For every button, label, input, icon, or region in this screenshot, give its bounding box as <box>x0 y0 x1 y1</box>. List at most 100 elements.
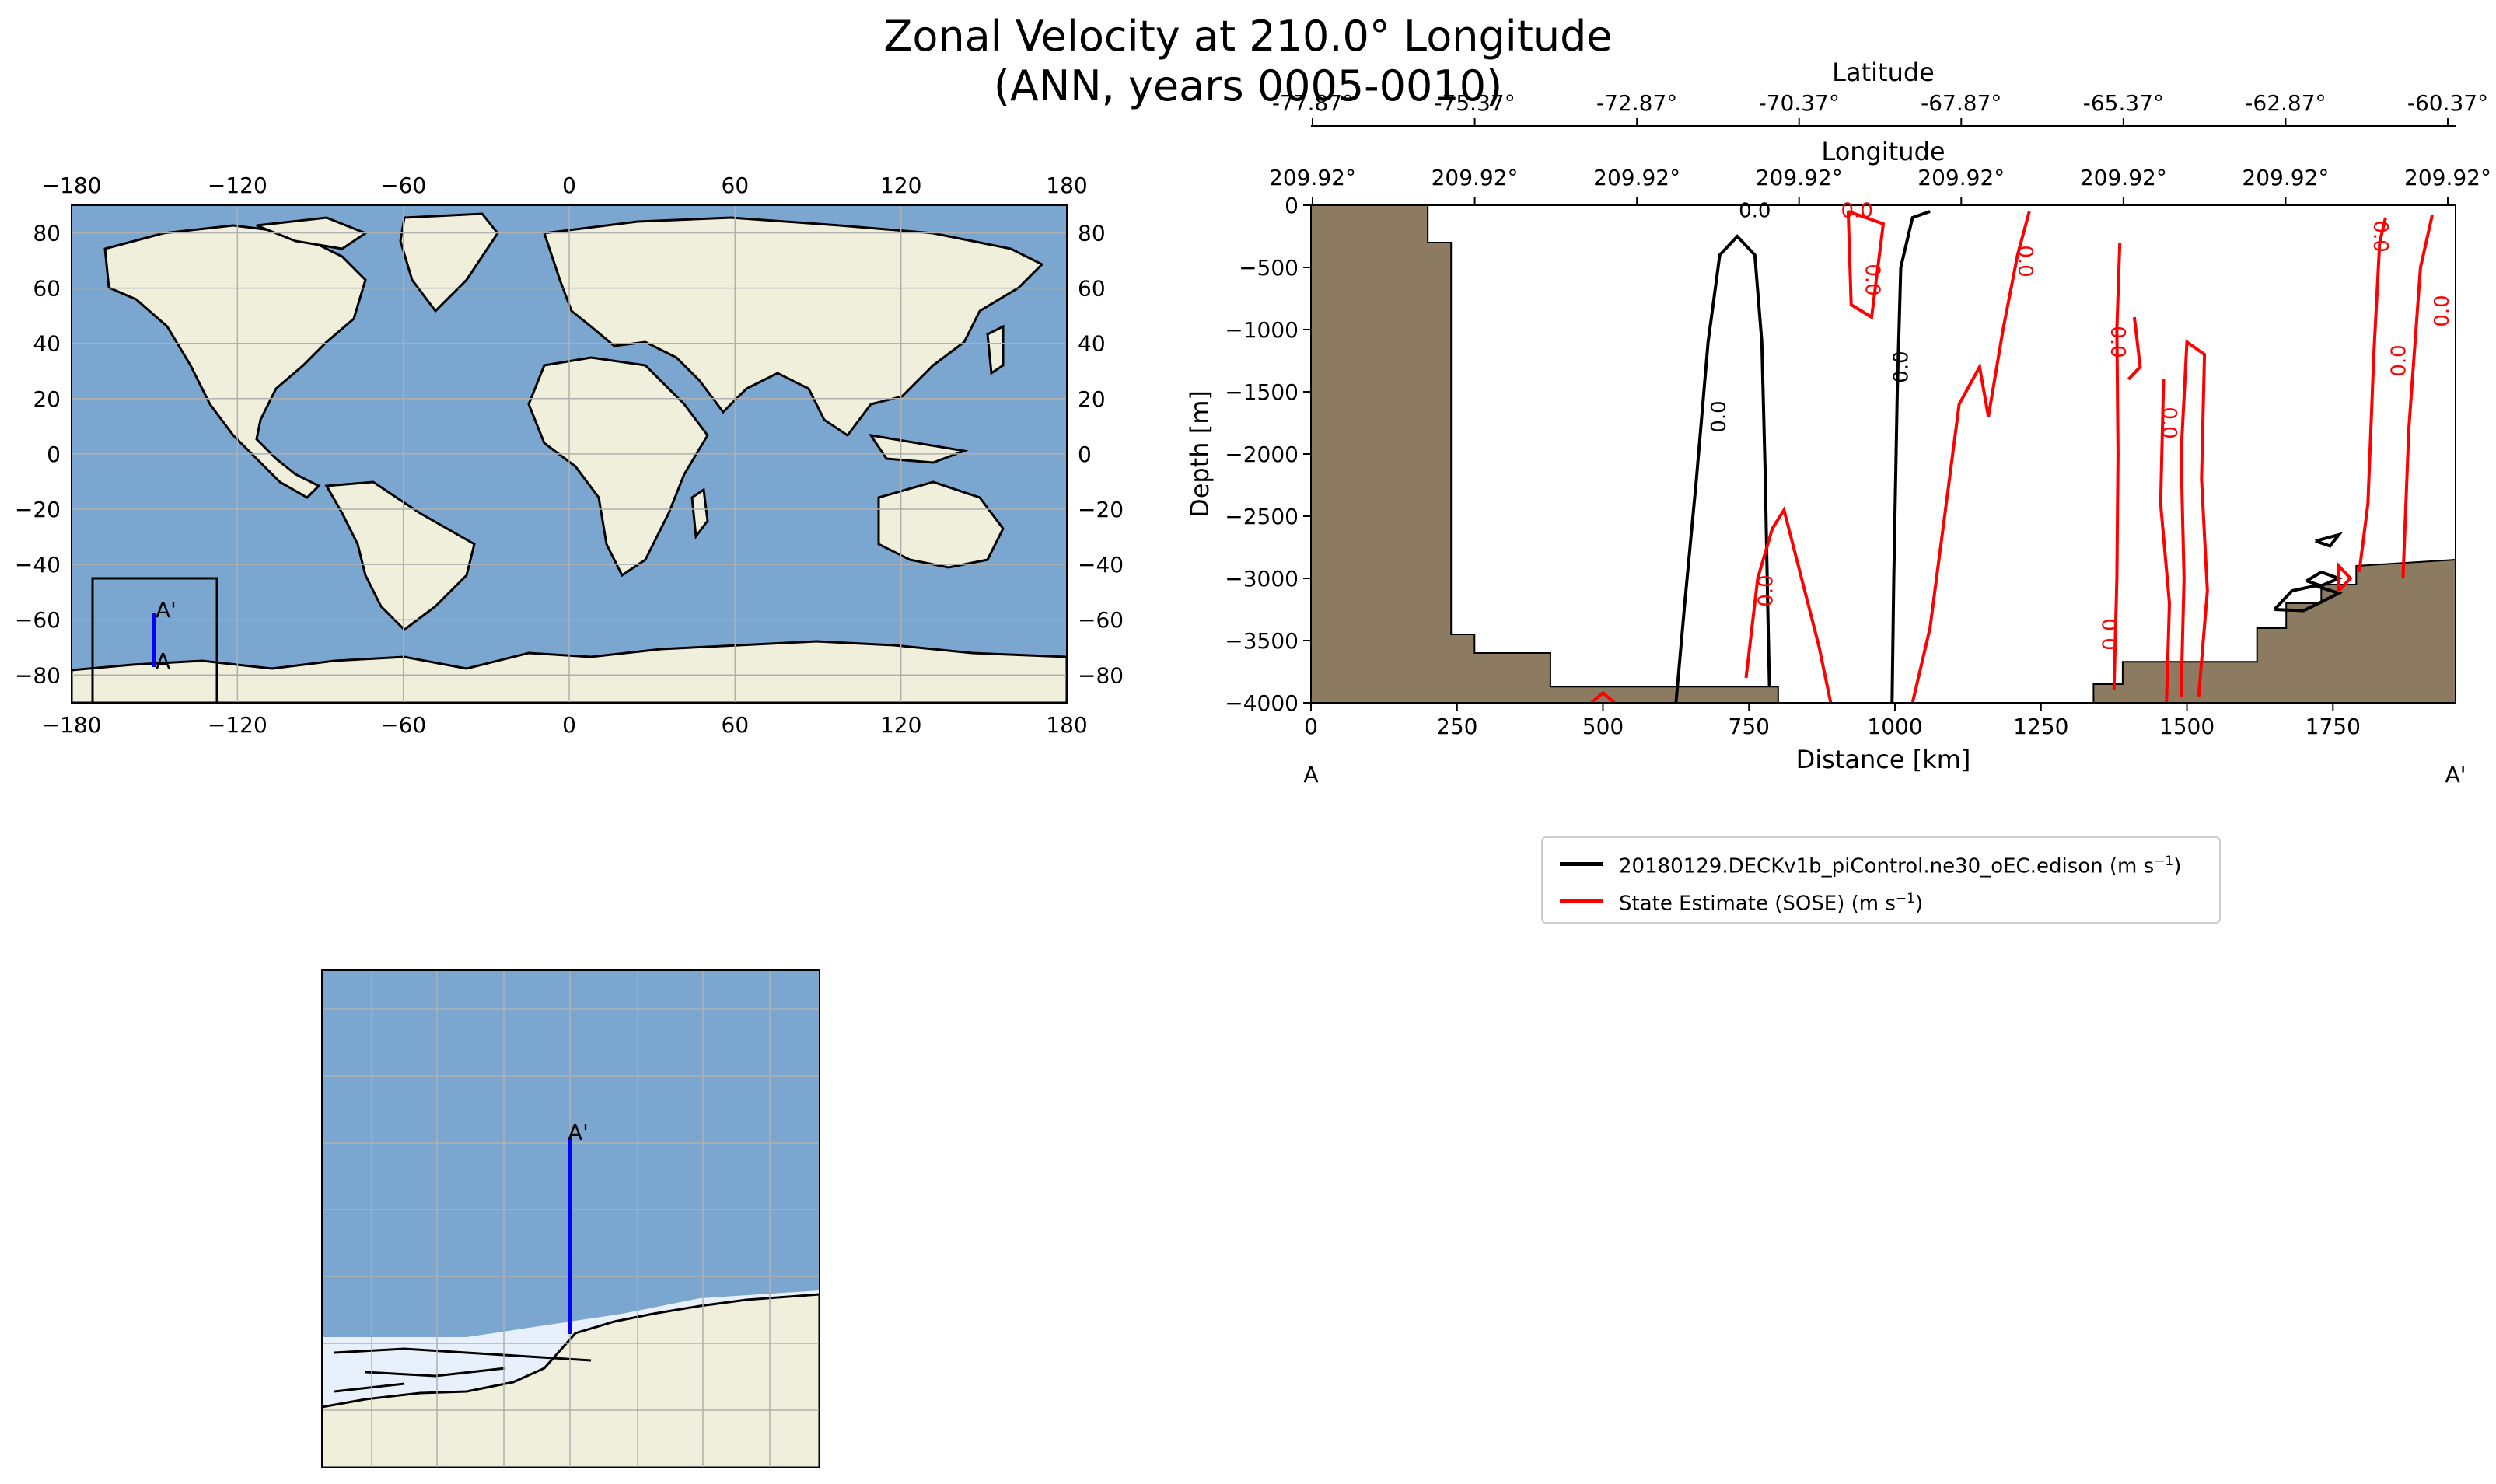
map-lon-tick-bottom: 180 <box>1046 712 1087 738</box>
contour-level-label: 0.0 <box>1860 264 1883 295</box>
map-lon-tick-bottom: 0 <box>562 712 576 738</box>
x-tick-label: 500 <box>1582 714 1624 739</box>
map-lat-tick-right: −80 <box>1078 662 1124 688</box>
lat-tick-label: -70.37° <box>1759 90 1840 116</box>
latitude-axis-label: Latitude <box>1832 58 1935 87</box>
sose-contour-line <box>2112 242 2122 691</box>
latitude-ticks: -77.87° -75.37° -72.87° -70.37° -67.87° -65.3… <box>1272 90 2488 126</box>
map-lat-tick-left: −20 <box>15 497 61 522</box>
lat-tick-label: -72.87° <box>1596 90 1677 116</box>
figure-subtitle: (ANN, years 0005-0010) <box>993 61 1503 110</box>
model-contour-line <box>2315 532 2344 548</box>
model-contour-line <box>2273 584 2344 613</box>
map-lat-tick-right: 20 <box>1078 386 1106 412</box>
map-lat-tick-right: −60 <box>1078 607 1124 633</box>
map-lat-tick-right: 0 <box>1078 442 1092 467</box>
section-ticks: 0 250 500 750 1000 1250 1500 1750 0 −500 −1000 −150… <box>1225 193 2361 739</box>
contour-level-label: 0.0 <box>2431 295 2454 326</box>
landmass-greenland <box>399 212 499 313</box>
contour-level-label: 0.0 <box>1739 200 1771 223</box>
sose-contour-line <box>1590 690 1616 703</box>
landmass-north-america <box>103 224 367 499</box>
map-lon-tick-top: 120 <box>880 173 921 198</box>
longitude-axis-label: Longitude <box>1821 137 1945 166</box>
sose-contour-line <box>2179 339 2209 697</box>
map-lat-tick-right: 60 <box>1078 276 1106 302</box>
landmass-africa <box>527 356 709 578</box>
inset-section-end-label: A' <box>568 1119 589 1145</box>
y-tick-label: −500 <box>1239 255 1299 281</box>
sose-contours <box>1590 210 2434 703</box>
x-tick-label: 1000 <box>1867 714 1922 739</box>
map-lat-tick-left: −40 <box>15 552 61 578</box>
legend-entry-sose: State Estimate (SOSE) (m s−1) <box>1560 883 1923 916</box>
sose-contour-line <box>1910 211 2031 703</box>
contour-level-label: 0.0 <box>1841 200 1873 223</box>
section-background <box>1311 205 2456 703</box>
map-lat-tick-left: 60 <box>33 276 61 302</box>
x-tick-label: 1500 <box>2159 714 2215 739</box>
map-lon-tick-top: 0 <box>562 173 576 198</box>
x-tick-label: 1750 <box>2305 714 2361 739</box>
map-lat-tick-left: −80 <box>15 662 61 688</box>
sose-contour-line <box>1744 505 1833 703</box>
inset-coastline-detail <box>334 1347 592 1393</box>
contour-level-label: 0.0 <box>2013 245 2036 277</box>
y-tick-label: −2000 <box>1225 442 1299 467</box>
contour-level-label: 0.0 <box>1708 400 1731 432</box>
legend-swatch-model <box>1560 861 1603 866</box>
map-lat-tick-left: 40 <box>33 331 61 357</box>
contour-level-label: 0.0 <box>1754 574 1778 606</box>
map-lat-tick-left: −60 <box>15 607 61 633</box>
lon-tick-label: 209.92° <box>1917 165 2005 190</box>
section-plot: 0 250 500 750 1000 1250 1500 1750 0 −500 −1000 −150… <box>1185 58 2491 787</box>
y-tick-label: −1500 <box>1225 379 1299 405</box>
inset-map: A' <box>321 969 820 1468</box>
contour-level-label: 0.0 <box>2157 407 2180 438</box>
lat-tick-label: -62.87° <box>2245 90 2326 116</box>
y-tick-label: −4000 <box>1225 690 1299 716</box>
x-tick-label: 250 <box>1436 714 1477 739</box>
contour-level-label: 0.0 <box>2099 618 2122 650</box>
lat-tick-label: -60.37° <box>2407 90 2488 116</box>
landmass-eurasia <box>542 216 1044 438</box>
x-axis-label: Distance [km] <box>1796 745 1971 774</box>
map-tick-labels: −180 −180 −120 −120 −60 −60 0 0 60 60 120 120 180 180… <box>15 173 1124 738</box>
lat-tick-label: -75.37° <box>1434 90 1515 116</box>
contour-level-label: 0.0 <box>1890 351 1914 382</box>
legend-label-model: 20180129.DECKv1b_piControl.ne30_oEC.edis… <box>1619 854 2182 878</box>
section-end-a: A' <box>2445 762 2466 787</box>
sose-contour-line <box>2127 316 2142 381</box>
lon-tick-label: 209.92° <box>1269 165 1356 190</box>
map-lon-tick-bottom: 60 <box>722 712 750 738</box>
inset-land <box>322 1293 820 1468</box>
section-end-label: A' <box>156 597 177 623</box>
landmass-australia <box>877 480 1005 569</box>
landmass-japan <box>986 324 1005 375</box>
map-lat-tick-right: 80 <box>1078 221 1106 246</box>
sose-contour-line <box>2337 561 2353 592</box>
figure-title: Zonal Velocity at 210.0° Longitude <box>883 12 1613 61</box>
y-tick-label: −2500 <box>1225 504 1299 529</box>
lat-tick-label: -67.87° <box>1921 90 2001 116</box>
contour-level-label: 0.0 <box>2368 220 2392 252</box>
map-lat-tick-right: 40 <box>1078 331 1106 357</box>
sose-contour-line <box>2358 217 2387 573</box>
map-lon-tick-top: 180 <box>1046 173 1087 198</box>
y-axis-label: Depth [m] <box>1185 390 1215 518</box>
map-lon-tick-bottom: −120 <box>208 712 267 738</box>
lon-tick-label: 209.92° <box>2404 165 2491 190</box>
lon-tick-label: 209.92° <box>1593 165 1680 190</box>
x-tick-label: 0 <box>1304 714 1318 739</box>
legend-label-sose: State Estimate (SOSE) (m s−1) <box>1619 891 1924 916</box>
map-lon-tick-bottom: −60 <box>380 712 426 738</box>
landmass-south-america <box>324 480 476 631</box>
lon-tick-label: 209.92° <box>2242 165 2329 190</box>
map-lat-tick-right: −20 <box>1078 497 1124 522</box>
landmass-madagascar <box>690 487 709 539</box>
map-lat-tick-right: −40 <box>1078 552 1124 578</box>
map-lon-tick-bottom: 120 <box>880 712 921 738</box>
lat-tick-label: -77.87° <box>1272 90 1353 116</box>
y-tick-label: −3500 <box>1225 628 1299 654</box>
